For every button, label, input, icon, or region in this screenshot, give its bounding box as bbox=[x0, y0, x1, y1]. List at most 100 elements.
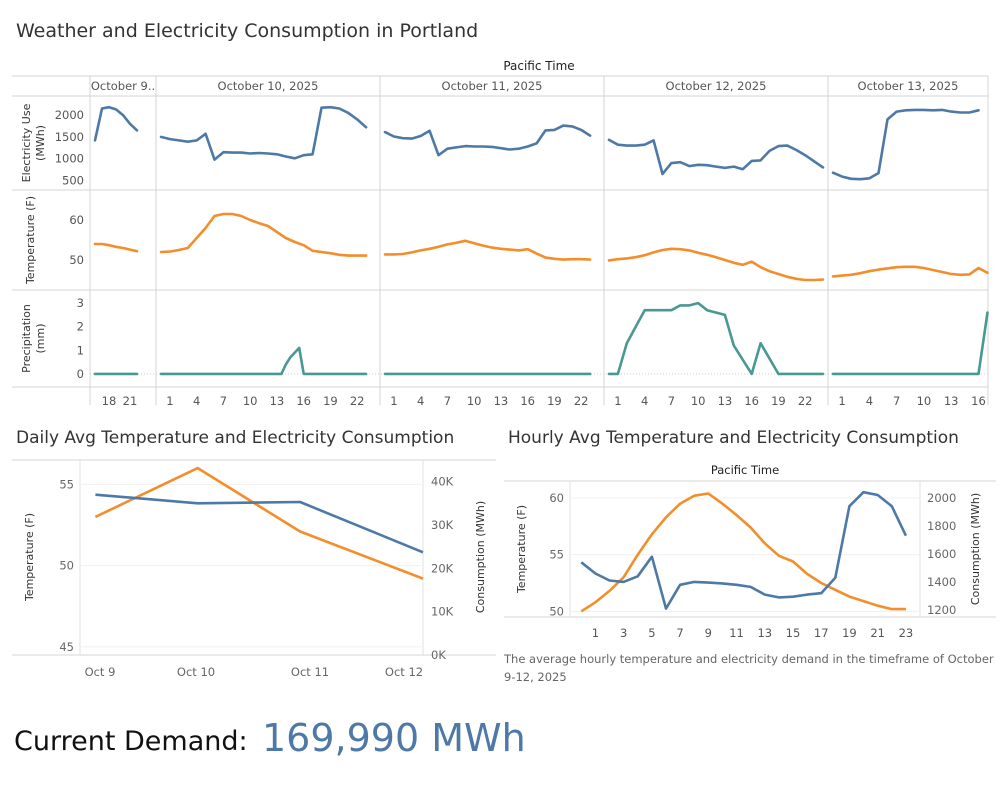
x-tick-label: 7 bbox=[220, 394, 227, 408]
series-line-electricity bbox=[831, 108, 980, 181]
x-tick-label: 19 bbox=[771, 394, 786, 408]
x-tick-label: 13 bbox=[718, 394, 733, 408]
left-tick-label: 50 bbox=[59, 559, 74, 573]
x-tick-label: 7 bbox=[668, 394, 675, 408]
x-tick-label: 21 bbox=[870, 626, 885, 640]
x-tick-label: 18 bbox=[102, 394, 117, 408]
x-tick-label: 19 bbox=[842, 626, 857, 640]
x-tick-label: 13 bbox=[494, 394, 509, 408]
y-axis-label: Temperature (F) bbox=[24, 196, 37, 285]
y-axis-label-group: Temperature (F) bbox=[24, 196, 37, 285]
x-tick-label: 4 bbox=[866, 394, 873, 408]
x-tick-label: 13 bbox=[944, 394, 959, 408]
y-tick-label: 1 bbox=[77, 343, 84, 357]
hourly-temperature-line bbox=[580, 492, 906, 613]
x-tick-label: 22 bbox=[574, 394, 589, 408]
right-tick-label: 1800 bbox=[927, 519, 956, 533]
x-tick-label: 16 bbox=[971, 394, 986, 408]
right-tick-label: 40K bbox=[431, 475, 454, 489]
y-axis-label: Precipitation bbox=[20, 304, 33, 373]
x-tick-label: 15 bbox=[786, 626, 801, 640]
right-tick-label: 10K bbox=[431, 605, 454, 619]
y-tick-label: 2 bbox=[77, 320, 84, 334]
series-line-temperature bbox=[159, 212, 368, 257]
x-tick-label: 5 bbox=[648, 626, 655, 640]
left-tick-label: 55 bbox=[549, 548, 564, 562]
x-tick-label: 1 bbox=[614, 394, 621, 408]
right-tick-label: 2000 bbox=[927, 491, 956, 505]
series-line-precipitation bbox=[831, 311, 989, 376]
x-tick-label: 22 bbox=[350, 394, 365, 408]
x-tick-label: 11 bbox=[729, 626, 744, 640]
left-tick-label: 55 bbox=[59, 477, 74, 491]
daily-consumption-line bbox=[95, 493, 424, 554]
current-demand-value: 169,990 MWh bbox=[262, 716, 526, 760]
x-tick-label: 17 bbox=[814, 626, 829, 640]
x-tick-label: 7 bbox=[444, 394, 451, 408]
current-demand-label: Current Demand: bbox=[14, 726, 248, 757]
x-tick-label: 19 bbox=[323, 394, 338, 408]
x-tick-label: 16 bbox=[520, 394, 535, 408]
left-tick-label: 50 bbox=[549, 604, 564, 618]
day-header-label: October 9.. bbox=[91, 79, 155, 93]
day-header-label: October 10, 2025 bbox=[218, 79, 319, 93]
x-tick-label: Oct 9 bbox=[85, 665, 116, 679]
series-line-electricity bbox=[159, 105, 368, 161]
x-tick-label: 1 bbox=[390, 394, 397, 408]
x-tick-label: 10 bbox=[243, 394, 258, 408]
hourly-header-label: Pacific Time bbox=[711, 463, 779, 477]
y-tick-label: 1500 bbox=[55, 130, 84, 144]
y-axis-label-group: Precipitation (mm) bbox=[20, 304, 47, 373]
x-tick-label: 4 bbox=[193, 394, 200, 408]
y-axis-label: (MWh) bbox=[34, 125, 47, 161]
x-tick-label: Oct 11 bbox=[291, 665, 329, 679]
x-tick-label: 10 bbox=[917, 394, 932, 408]
series-line-precipitation bbox=[159, 346, 368, 376]
day-header-label: October 11, 2025 bbox=[442, 79, 543, 93]
x-tick-label: 16 bbox=[296, 394, 311, 408]
day-header-label: October 13, 2025 bbox=[858, 79, 959, 93]
x-tick-label: 23 bbox=[899, 626, 914, 640]
series-line-electricity bbox=[93, 105, 139, 142]
dashboard-title: Weather and Electricity Consumption in P… bbox=[16, 20, 479, 42]
series-line-precipitation bbox=[607, 301, 825, 376]
right-tick-label: 30K bbox=[431, 518, 454, 532]
y-tick-label: 1000 bbox=[55, 152, 84, 166]
right-axis-title: Consumption (MWh) bbox=[969, 493, 982, 605]
x-tick-label: 16 bbox=[744, 394, 759, 408]
right-tick-label: 1200 bbox=[927, 603, 956, 617]
right-axis-title: Consumption (MWh) bbox=[474, 501, 487, 613]
x-tick-label: 22 bbox=[798, 394, 813, 408]
x-tick-label: 21 bbox=[123, 394, 138, 408]
series-line-temperature bbox=[93, 242, 139, 253]
x-tick-label: 13 bbox=[270, 394, 285, 408]
hourly-chart-title: Hourly Avg Temperature and Electricity C… bbox=[508, 428, 959, 448]
top-header-label: Pacific Time bbox=[503, 59, 574, 73]
day-header-label: October 12, 2025 bbox=[666, 79, 767, 93]
y-tick-label: 60 bbox=[69, 213, 84, 227]
left-axis-title: Temperature (F) bbox=[515, 505, 528, 594]
left-axis-title: Temperature (F) bbox=[23, 513, 36, 602]
hourly-consumption-line bbox=[580, 490, 908, 610]
x-tick-label: 1 bbox=[592, 626, 599, 640]
series-line-electricity bbox=[383, 124, 592, 157]
series-line-temperature bbox=[383, 239, 592, 261]
daily-chart-title: Daily Avg Temperature and Electricity Co… bbox=[16, 428, 455, 448]
right-tick-label: 1400 bbox=[927, 575, 956, 589]
y-axis-label: Electricity Use bbox=[20, 103, 33, 182]
x-tick-label: 1 bbox=[838, 394, 845, 408]
y-tick-label: 0 bbox=[77, 367, 84, 381]
daily-avg-chart: 45 50 55 0K 10K 20K 30K 40K Temperature (F) Consu… bbox=[12, 459, 496, 679]
hourly-chart-caption: The average hourly temperature and elect… bbox=[504, 652, 994, 684]
x-tick-label: 19 bbox=[547, 394, 562, 408]
series-line-electricity bbox=[607, 138, 825, 176]
x-tick-label: 10 bbox=[467, 394, 482, 408]
x-tick-label: 1 bbox=[166, 394, 173, 408]
daily-temperature-line bbox=[94, 466, 424, 580]
x-tick-label: 7 bbox=[676, 626, 683, 640]
series-line-temperature bbox=[607, 247, 825, 282]
weather-electricity-panel: Pacific Time October 9.. October 10, 2025 O… bbox=[12, 59, 989, 408]
x-tick-label: 9 bbox=[705, 626, 712, 640]
y-tick-label: 2000 bbox=[55, 108, 84, 122]
y-tick-label: 500 bbox=[62, 174, 84, 188]
